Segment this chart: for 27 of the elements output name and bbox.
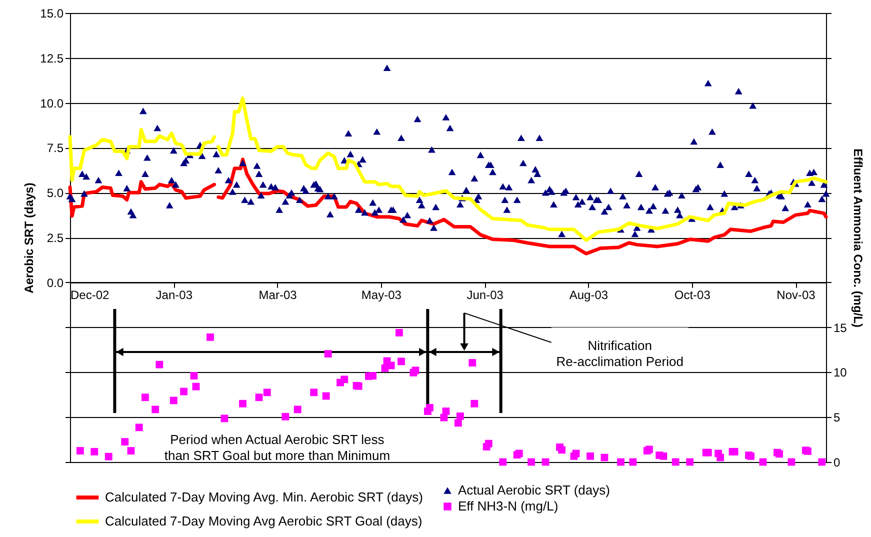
y-tick-label: 2.5 [46, 231, 64, 245]
y2-tick-label: 0 [834, 456, 840, 470]
y2-tick-label: 15 [834, 320, 848, 335]
annotation: Period when Actual Aerobic SRT less than SRT Goal but more than Minimum [164, 432, 390, 463]
y-tick-label: 15.0 [40, 6, 64, 20]
y2-axis-title: Effluent Ammonia Conc. (mg/L) [850, 148, 865, 328]
x-tick-label: May-03 [361, 288, 402, 302]
y-tick-label: 5.0 [46, 186, 64, 200]
legend-label: Calculated 7-Day Moving Avg. Min. Aerobic SRT (days) [105, 490, 423, 504]
x-tick-label: Nov-03 [776, 288, 816, 302]
y-tick-label: 7.5 [46, 141, 64, 156]
legend-label: Actual Aerobic SRT (days) [458, 482, 610, 498]
y-axis-title: Aerobic SRT (days) [22, 182, 36, 294]
y2-tick-label: 5 [834, 410, 840, 425]
legend-label: Eff NH3-N (mg/L) [458, 498, 558, 514]
x-tick-label: Mar-03 [258, 288, 298, 302]
x-tick-label: Dec-02 [70, 288, 110, 302]
legend-label: Calculated 7-Day Moving Avg Aerobic SRT Goal (days) [105, 514, 422, 528]
x-tick-label: Aug-03 [569, 288, 608, 302]
x-tick-label: Oct-03 [674, 288, 711, 302]
y-tick-label: 12.5 [40, 51, 64, 66]
x-tick-label: Jan-03 [156, 288, 193, 302]
y2-tick-label: 10 [834, 366, 848, 380]
x-tick-label: Jun-03 [466, 288, 504, 302]
y-tick-label: 0.0 [46, 276, 64, 290]
y-tick-label: 10.0 [40, 96, 64, 110]
annotation: Nitrification Re-acclimation Period [556, 338, 684, 369]
